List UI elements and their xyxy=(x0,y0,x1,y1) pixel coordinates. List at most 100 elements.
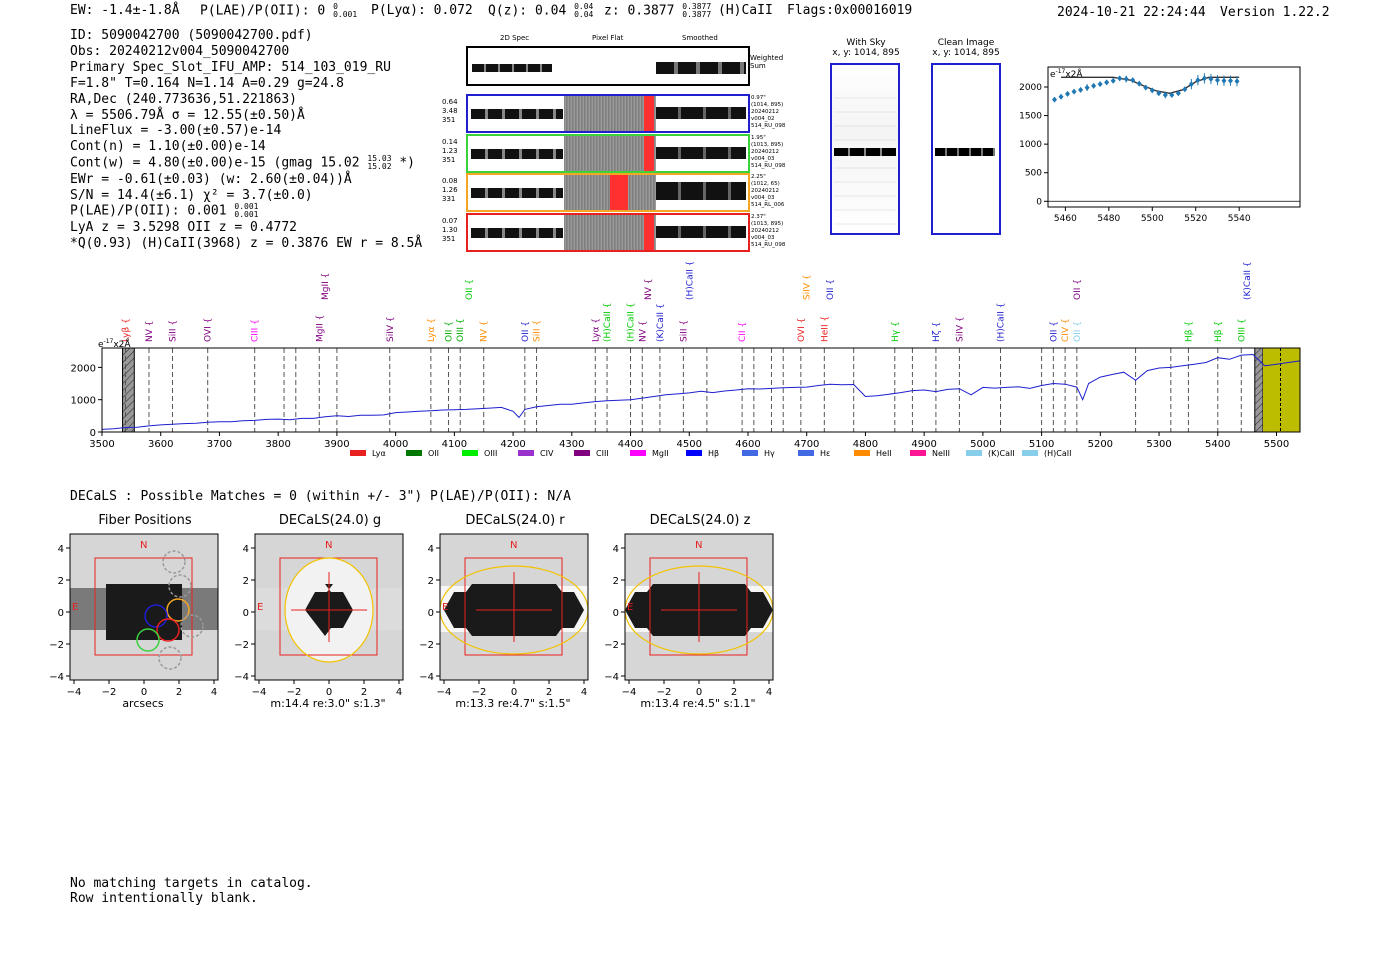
spectrum-xtick-label: 4900 xyxy=(911,439,936,450)
stamp-row-detail: 20240212 xyxy=(751,109,779,115)
decals-ytick-label: −2 xyxy=(235,640,249,651)
stamp-row-detail: 20240212 xyxy=(751,227,779,234)
stamp-row-detail: v004_02 xyxy=(751,116,775,122)
thumb-sky-coord: x, y: 1014, 895 xyxy=(832,48,900,58)
spectrum-masked-region xyxy=(122,347,135,433)
decals-xtick-label: 4 xyxy=(396,687,402,698)
header-plya: P(Lyα): 0.072 xyxy=(371,3,473,18)
decals-panel-title: DECaLS(24.0) r xyxy=(465,513,565,528)
decals-panel-title: Fiber Positions xyxy=(98,513,192,528)
info-plae-sup: 0.001 xyxy=(234,202,259,212)
header-plae-sup: 0 xyxy=(333,2,338,11)
info-sn: S/N = 14.4(±6.1) χ² = 3.7(±0.0) xyxy=(70,187,313,203)
stamps-col-flat: Pixel Flat xyxy=(592,34,624,42)
decals-xtick-label: −4 xyxy=(252,687,267,698)
spectrum-line-label: NV { xyxy=(638,321,648,342)
spectrum-line-label: (K)CaII { xyxy=(656,303,666,342)
spectrum-line-label: Lyα { xyxy=(591,318,601,342)
stamp-row-detail: 2.37" xyxy=(751,213,766,220)
spectrum-line-label: HeII { xyxy=(820,316,830,342)
decals-north-label: N xyxy=(140,540,147,551)
footer-no-match: No matching targets in catalog. xyxy=(70,876,313,891)
stamp-smoothed-trace xyxy=(656,225,746,238)
stamp-row-detail: v004_03 xyxy=(751,195,775,201)
info-cont-n: Cont(n) = 1.10(±0.00)e-14 xyxy=(70,139,266,155)
info-primary-spec: Primary Spec_Slot_IFU_AMP: 514_103_019_R… xyxy=(70,59,391,75)
decals-panel-title: DECaLS(24.0) g xyxy=(278,513,382,528)
header-timestamp: 2024-10-21 22:24:44 xyxy=(1057,5,1206,20)
zoom-point xyxy=(1188,81,1194,88)
stamp-2d-trace xyxy=(471,148,563,159)
thumb-clean-trace xyxy=(935,148,995,156)
decals-aperture-box xyxy=(464,557,563,656)
info-id: ID: 5090042700 (5090042700.pdf) xyxy=(70,28,313,43)
legend-swatch xyxy=(798,450,814,456)
legend-swatch xyxy=(686,450,702,456)
thumb-sky-title-text: With Sky xyxy=(846,38,886,48)
decals-xtick-label: 0 xyxy=(326,687,332,698)
decals-panel-caption: m:13.3 re:4.7" s:1.5" xyxy=(455,697,571,710)
legend-label: Hγ xyxy=(764,449,775,458)
thumb-sky-title: With Sky x, y: 1014, 895 xyxy=(830,38,902,58)
stamp-weighted-label-1: Weighted xyxy=(750,54,784,62)
spectrum-frame xyxy=(101,347,1301,433)
stamp-flat-bad-column xyxy=(610,175,628,210)
zoom-point xyxy=(1234,78,1240,85)
info-gmag-sub: 15.02 xyxy=(367,162,392,172)
spectrum-line-label: CIII { xyxy=(251,319,261,342)
decals-ytick-label: −2 xyxy=(420,640,434,651)
zoom-point xyxy=(1149,87,1155,94)
decals-panel-title: DECaLS(24.0) z xyxy=(649,513,751,528)
spectrum-xtick-label: 3800 xyxy=(265,439,290,450)
stamp-row-number: 3.48 xyxy=(442,107,458,115)
spectrum-line-label: SiII { xyxy=(533,320,543,342)
decals-xtick-label: −2 xyxy=(657,687,672,698)
spectrum-xtick-label: 3500 xyxy=(89,439,114,450)
legend-swatch xyxy=(574,450,590,456)
spectrum-xtick-label: 4400 xyxy=(618,439,643,450)
spectrum-top-label: MgII { xyxy=(321,273,331,300)
stamp-row-detail: 1.95" xyxy=(751,134,766,141)
zoom-point xyxy=(1123,76,1129,82)
info-cont-w-text: Cont(w) = 4.80(±0.00)e-15 (gmag 15.02 xyxy=(70,155,360,171)
header-z: z: 0.3877 0.3877 0.3877 xyxy=(604,3,711,19)
spectrum-line-label: Hβ { xyxy=(1214,321,1224,342)
legend-label: HeII xyxy=(876,449,892,458)
stamp-row xyxy=(466,133,750,173)
spectrum-xtick-label: 3600 xyxy=(148,439,173,450)
header-plae: P(LAE)/P(OII): 0 0 0.001 xyxy=(200,3,357,19)
fiber-position-circle xyxy=(166,598,190,622)
info-fiber-params: F=1.8" T=0.164 N=1.14 A=0.29 g=24.8 xyxy=(70,75,344,91)
fiber-position-circle xyxy=(156,618,180,642)
legend-swatch xyxy=(350,450,366,456)
decals-summary: DECaLS : Possible Matches = 0 (within +/… xyxy=(70,489,571,504)
zoom-point xyxy=(1156,90,1162,97)
stamp-row-detail: 514_RL_006 xyxy=(751,202,785,208)
zoom-xtick-label: 5460 xyxy=(1054,214,1077,224)
decals-ytick-label: 0 xyxy=(243,608,249,619)
fiber-position-circle xyxy=(136,628,160,652)
spectrum-line-label: Hζ { xyxy=(932,322,942,342)
spectrum-ytick-label: 0 xyxy=(90,428,96,439)
spectrum-xtick-label: 3700 xyxy=(207,439,232,450)
stamp-row-numbers: 0.08 1.26 331 xyxy=(442,177,458,204)
info-cont-w-end: *) xyxy=(399,155,415,171)
legend-swatch xyxy=(462,450,478,456)
spectrum-line-label: Lyα { xyxy=(427,318,437,342)
legend-label: (K)CaII xyxy=(988,449,1015,458)
spectrum-top-label: (H)CaII { xyxy=(685,262,695,300)
decals-east-label: E xyxy=(72,602,78,613)
spectrum-line-label: (H)CaII { xyxy=(603,303,613,343)
spectrum-line-label: OII { xyxy=(1073,321,1083,342)
spectrum-xtick-label: 4500 xyxy=(677,439,702,450)
thumb-clean-title: Clean Image x, y: 1014, 895 xyxy=(928,38,1004,58)
spectrum-ylabel: e-17x2Å xyxy=(98,338,131,350)
info-plae-text: P(LAE)/P(OII): 0.001 xyxy=(70,203,227,219)
stamp-row-detail: 514_RU_098 xyxy=(751,241,786,248)
spectrum-xtick-label: 4700 xyxy=(794,439,819,450)
spectrum-line-label: Hβ { xyxy=(1184,321,1194,342)
spectrum-top-label: NV { xyxy=(644,279,654,300)
stamp-2d-trace xyxy=(471,227,563,238)
zoom-point xyxy=(1084,84,1090,91)
